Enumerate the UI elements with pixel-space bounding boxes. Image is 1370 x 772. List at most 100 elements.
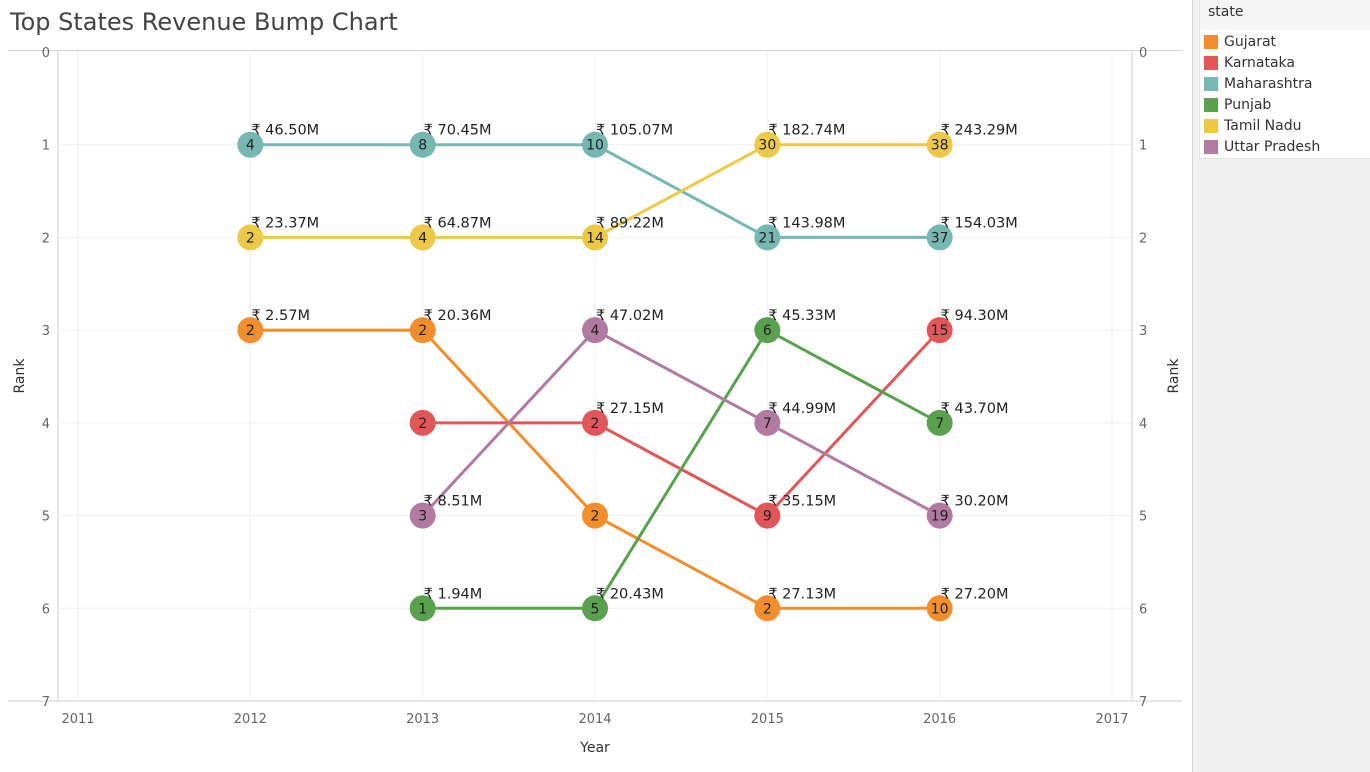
point-count-label: 2 bbox=[246, 323, 255, 339]
revenue-label: ₹ 105.07M bbox=[596, 123, 673, 139]
legend-label: Maharashtra bbox=[1224, 76, 1313, 92]
point-count-label: 14 bbox=[586, 230, 604, 246]
data-point bbox=[409, 502, 436, 529]
y-tick-label-left: 2 bbox=[42, 231, 50, 246]
legend-item-uttar-pradesh[interactable]: Uttar Pradesh bbox=[1204, 137, 1320, 157]
revenue-label: ₹ 143.98M bbox=[768, 215, 845, 231]
revenue-label: ₹ 8.51M bbox=[424, 494, 483, 510]
data-point bbox=[237, 317, 264, 344]
data-point bbox=[754, 317, 781, 344]
gridlines bbox=[58, 51, 1132, 701]
data-point bbox=[582, 131, 608, 158]
x-tick-label: 2011 bbox=[61, 712, 94, 727]
legend-label: Gujarat bbox=[1224, 34, 1277, 50]
revenue-label: ₹ 20.36M bbox=[424, 308, 492, 324]
data-point bbox=[754, 409, 781, 436]
tick-labels: 0 0 1 1 2 2 3 3 4 4 5 5 6 6 7 7 2011 2012 2013 2014 2015 2016… bbox=[42, 46, 1148, 727]
point-count-label: 9 bbox=[763, 509, 772, 525]
legend-swatch bbox=[1204, 98, 1218, 112]
legend-label: Uttar Pradesh bbox=[1224, 139, 1321, 155]
data-point bbox=[926, 224, 953, 251]
revenue-label: ₹ 154.03M bbox=[941, 215, 1018, 231]
revenue-label: ₹ 182.74M bbox=[768, 123, 845, 139]
revenue-label: ₹ 64.87M bbox=[424, 215, 492, 231]
data-point bbox=[754, 595, 781, 622]
revenue-label: ₹ 23.37M bbox=[251, 215, 319, 231]
y-tick-label-right: 1 bbox=[1139, 139, 1147, 154]
legend-item-karnataka[interactable]: Karnataka bbox=[1204, 53, 1295, 73]
data-point bbox=[582, 409, 608, 436]
revenue-label: ₹ 46.50M bbox=[251, 123, 319, 139]
x-tick-label: 2017 bbox=[1095, 712, 1128, 727]
chart-title: Top States Revenue Bump Chart bbox=[10, 8, 398, 36]
legend-item-tamil-nadu[interactable]: Tamil Nadu bbox=[1204, 116, 1302, 136]
data-point bbox=[582, 317, 608, 344]
legend-title: state bbox=[1208, 4, 1244, 20]
title-divider bbox=[8, 50, 1182, 51]
y-tick-label-left: 1 bbox=[42, 139, 50, 154]
revenue-label: ₹ 94.30M bbox=[941, 308, 1009, 324]
legend-label: Karnataka bbox=[1224, 55, 1295, 71]
point-count-label: 8 bbox=[418, 138, 427, 154]
y-axis-title-right: Rank bbox=[1166, 358, 1182, 394]
revenue-label: ₹ 243.29M bbox=[941, 123, 1018, 139]
point-count-label: 4 bbox=[246, 138, 255, 154]
point-count-label: 3 bbox=[418, 509, 427, 525]
x-axis-title: Year bbox=[579, 740, 610, 756]
point-count-label: 6 bbox=[763, 323, 772, 339]
data-point bbox=[237, 131, 264, 158]
point-count-label: 21 bbox=[758, 230, 776, 246]
x-tick-label: 2016 bbox=[923, 712, 956, 727]
axes bbox=[8, 51, 1182, 702]
data-point bbox=[582, 502, 608, 529]
data-point bbox=[582, 595, 608, 622]
point-count-label: 38 bbox=[931, 138, 949, 154]
x-tick-label: 2015 bbox=[751, 712, 784, 727]
point-count-label: 2 bbox=[763, 601, 772, 617]
revenue-label: ₹ 45.33M bbox=[768, 308, 836, 324]
point-count-label: 19 bbox=[931, 509, 949, 525]
data-point bbox=[409, 595, 436, 622]
y-tick-label-left: 0 bbox=[42, 46, 50, 61]
x-tick-label: 2012 bbox=[234, 712, 267, 727]
y-tick-label-right: 5 bbox=[1139, 510, 1147, 525]
point-count-label: 10 bbox=[931, 601, 949, 617]
point-count-label: 5 bbox=[591, 601, 600, 617]
point-count-label: 1 bbox=[418, 601, 427, 617]
legend-item-punjab[interactable]: Punjab bbox=[1204, 95, 1271, 115]
point-count-label: 15 bbox=[931, 323, 949, 339]
revenue-label: ₹ 70.45M bbox=[424, 123, 492, 139]
legend-item-gujarat[interactable]: Gujarat bbox=[1204, 32, 1276, 52]
revenue-label: ₹ 1.94M bbox=[424, 586, 483, 602]
revenue-label: ₹ 44.99M bbox=[768, 401, 836, 417]
legend: state Gujarat Karnataka Maharashtra Punj… bbox=[1199, 0, 1370, 159]
legend-item-maharashtra[interactable]: Maharashtra bbox=[1204, 74, 1312, 94]
revenue-label: ₹ 47.02M bbox=[596, 308, 664, 324]
point-count-label: 10 bbox=[586, 138, 604, 154]
data-point bbox=[754, 502, 781, 529]
point-count-label: 2 bbox=[418, 416, 427, 432]
point-count-label: 4 bbox=[418, 230, 427, 246]
y-tick-label-right: 6 bbox=[1139, 602, 1147, 617]
data-point bbox=[926, 409, 953, 436]
point-count-label: 2 bbox=[591, 509, 600, 525]
legend-swatch bbox=[1204, 140, 1218, 154]
point-count-label: 4 bbox=[591, 323, 600, 339]
legend-swatch bbox=[1204, 56, 1218, 70]
revenue-label: ₹ 27.15M bbox=[596, 401, 664, 417]
y-tick-label-right: 4 bbox=[1139, 417, 1147, 432]
legend-header bbox=[1200, 0, 1370, 30]
y-tick-label-right: 2 bbox=[1139, 231, 1147, 246]
data-point bbox=[582, 224, 608, 251]
point-count-label: 7 bbox=[935, 416, 944, 432]
data-point bbox=[926, 595, 953, 622]
revenue-label: ₹ 20.43M bbox=[596, 586, 664, 602]
point-count-label: 37 bbox=[931, 230, 949, 246]
point-count-label: 2 bbox=[246, 230, 255, 246]
y-tick-label-left: 7 bbox=[42, 695, 50, 710]
data-point bbox=[926, 502, 953, 529]
point-count-label: 2 bbox=[591, 416, 600, 432]
point-count-label: 7 bbox=[763, 416, 772, 432]
x-tick-label: 2013 bbox=[406, 712, 439, 727]
